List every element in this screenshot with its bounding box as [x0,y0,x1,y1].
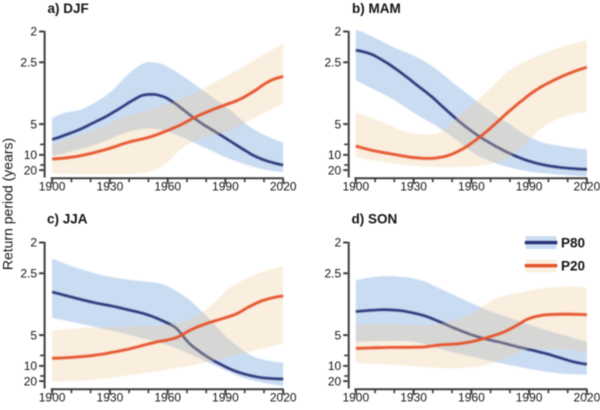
svg-text:2020: 2020 [270,180,297,194]
svg-text:2: 2 [30,25,37,39]
svg-text:1930: 1930 [97,180,124,194]
svg-text:2.5: 2.5 [20,267,37,281]
svg-text:1960: 1960 [154,180,181,194]
svg-text:d) SON: d) SON [352,212,398,227]
svg-text:20: 20 [328,374,342,388]
svg-text:2.5: 2.5 [325,267,342,281]
svg-text:1930: 1930 [400,180,427,194]
svg-text:10: 10 [328,148,342,162]
svg-text:1900: 1900 [39,391,66,405]
svg-text:10: 10 [328,359,342,373]
svg-text:2: 2 [30,236,37,250]
svg-text:1990: 1990 [516,391,543,405]
svg-text:2020: 2020 [270,391,297,405]
svg-text:5: 5 [30,328,37,342]
svg-text:1990: 1990 [212,180,239,194]
svg-text:10: 10 [24,359,38,373]
svg-text:1960: 1960 [458,391,485,405]
svg-text:1990: 1990 [516,180,543,194]
svg-text:1900: 1900 [342,391,369,405]
svg-text:1900: 1900 [39,180,66,194]
svg-text:a) DJF: a) DJF [48,1,89,16]
svg-text:20: 20 [24,374,38,388]
svg-text:5: 5 [335,117,342,131]
svg-text:Return period (years): Return period (years) [0,138,16,270]
svg-text:1930: 1930 [400,391,427,405]
svg-text:1960: 1960 [458,180,485,194]
svg-text:1930: 1930 [97,391,124,405]
svg-text:2020: 2020 [574,391,600,405]
svg-text:5: 5 [30,117,37,131]
svg-text:2.5: 2.5 [20,56,37,70]
svg-text:b) MAM: b) MAM [352,1,401,16]
svg-text:P80: P80 [561,235,585,250]
svg-text:2: 2 [335,236,342,250]
svg-text:20: 20 [24,163,38,177]
svg-text:1990: 1990 [212,391,239,405]
svg-text:5: 5 [335,328,342,342]
svg-text:1900: 1900 [342,180,369,194]
svg-text:10: 10 [24,148,38,162]
svg-text:2.5: 2.5 [325,56,342,70]
svg-text:P20: P20 [561,259,585,274]
svg-text:1960: 1960 [154,391,181,405]
svg-text:2020: 2020 [574,180,600,194]
svg-text:2: 2 [335,25,342,39]
svg-text:20: 20 [328,163,342,177]
svg-text:c) JJA: c) JJA [47,212,88,227]
